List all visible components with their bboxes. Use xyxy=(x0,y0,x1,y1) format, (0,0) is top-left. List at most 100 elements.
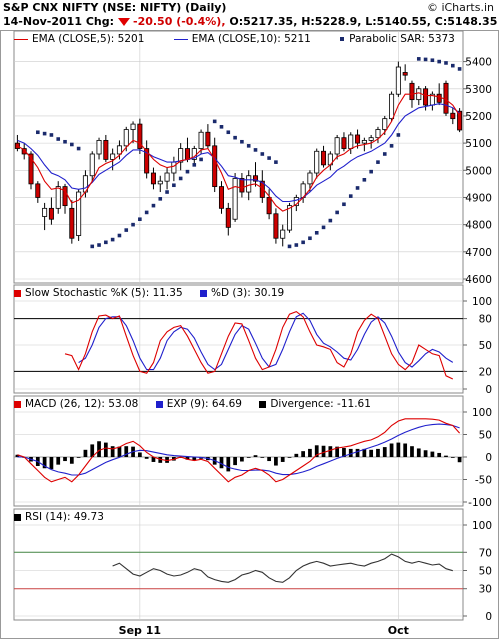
sar-dot xyxy=(104,240,108,245)
candle-body xyxy=(287,205,293,231)
macd-histogram-bar xyxy=(185,457,190,460)
candle-body xyxy=(116,145,122,155)
macd-histogram-bar xyxy=(226,457,231,472)
legend-exp: EXP (9): 64.69 xyxy=(155,398,242,410)
macd-histogram-bar xyxy=(151,457,156,462)
sar-dot xyxy=(444,61,448,65)
macd-histogram-bar xyxy=(423,450,428,457)
chart-title: S&P CNX NIFTY (NSE: NIFTY) (Daily) xyxy=(3,1,227,14)
sar-dot xyxy=(423,57,428,62)
panel-stoch xyxy=(13,284,464,394)
candle-body xyxy=(443,82,449,114)
macd-histogram-bar xyxy=(97,441,101,457)
macd-histogram-bar xyxy=(165,457,169,463)
quote-change: -20.50 (-0.4%), xyxy=(133,15,226,28)
macd-histogram-bar xyxy=(144,457,149,459)
candle-body xyxy=(273,213,279,239)
candle-body xyxy=(225,207,231,228)
candle-body xyxy=(55,186,61,209)
legend-ema5: EMA (CLOSE,5): 5201 xyxy=(14,33,144,45)
candle-body xyxy=(361,139,367,144)
ytick-label-rsi: 70 xyxy=(479,547,492,559)
macd-histogram-bar xyxy=(342,448,346,457)
sar-dot xyxy=(117,233,122,238)
macd-histogram-bar xyxy=(430,451,435,457)
legend-macd-label: MACD (26, 12): 53.08 xyxy=(25,398,139,410)
brand-watermark[interactable]: © iCharts.in xyxy=(426,1,494,14)
legend-sar-swatch xyxy=(340,37,345,41)
macd-histogram-bar xyxy=(457,457,462,463)
macd-histogram-bar xyxy=(137,452,142,457)
x-axis-label: Sep 11 xyxy=(119,624,161,637)
candle-body xyxy=(266,197,272,215)
candle-body xyxy=(89,153,95,177)
sar-dot xyxy=(219,125,224,129)
legend-k-label: Slow Stochastic %K (5): 11.35 xyxy=(25,287,183,299)
legend-exp-label: EXP (9): 64.69 xyxy=(166,398,242,410)
legend-sar-label: Parabolic SAR: 5373 xyxy=(349,33,455,45)
legend-ema10-label: EMA (CLOSE,10): 5211 xyxy=(191,33,311,45)
macd-histogram-bar xyxy=(15,454,20,457)
candle-body xyxy=(178,148,184,163)
sar-dot xyxy=(165,190,169,194)
ytick-label-stoch: 0 xyxy=(485,384,492,396)
legend-sar: Parabolic SAR: 5373 xyxy=(338,33,455,45)
sar-dot xyxy=(158,197,163,201)
sar-dot xyxy=(416,57,421,61)
legend-stoch-k: Slow Stochastic %K (5): 11.35 xyxy=(14,287,183,299)
macd-histogram-bar xyxy=(396,442,401,457)
sar-dot xyxy=(321,225,326,230)
sar-dot xyxy=(430,58,435,63)
macd-histogram-bar xyxy=(294,453,299,457)
rsi-line xyxy=(112,553,453,583)
macd-histogram-bar xyxy=(274,457,278,466)
candle-body xyxy=(246,175,252,193)
macd-histogram-bar xyxy=(233,457,237,466)
ytick-label-stoch: 80 xyxy=(479,314,492,326)
sar-dot xyxy=(42,131,47,136)
sar-dot xyxy=(355,186,360,190)
candle-body xyxy=(171,161,177,174)
legend-k-swatch xyxy=(14,289,21,297)
sar-dot xyxy=(144,210,149,215)
sar-dot xyxy=(382,152,387,156)
candle-body xyxy=(259,180,265,198)
sar-dot xyxy=(90,244,95,249)
candle-body xyxy=(232,178,238,220)
ytick-label-macd: -100 xyxy=(468,497,492,509)
sar-dot xyxy=(457,67,462,71)
stoch-d-line xyxy=(78,312,454,371)
macd-histogram-bar xyxy=(124,446,129,457)
candle-body xyxy=(355,134,361,144)
macd-histogram-bar xyxy=(348,448,353,457)
ytick-label-rsi: 0 xyxy=(485,611,492,623)
sar-dot xyxy=(185,169,190,174)
sar-dot xyxy=(97,243,101,247)
candle-body xyxy=(110,153,116,160)
macd-histogram-bar xyxy=(369,449,374,457)
quote-line: 14-Nov-2011 Chg: -20.50 (-0.4%), O:5217.3… xyxy=(3,15,497,29)
candle-body xyxy=(314,150,320,174)
sar-dot xyxy=(49,133,54,137)
macd-histogram-bar xyxy=(56,457,61,465)
sar-dot xyxy=(56,137,61,141)
sar-dot xyxy=(178,176,183,181)
sar-dot xyxy=(110,237,115,242)
legend-macd-line: MACD (26, 12): 53.08 xyxy=(14,398,138,410)
ytick-label-price: 5400 xyxy=(465,57,492,69)
candle-body xyxy=(157,180,163,185)
legend-div-label: Divergence: -11.61 xyxy=(270,398,371,410)
macd-histogram-bar xyxy=(158,457,163,463)
legend-ema10-swatch xyxy=(173,38,188,40)
sar-dot xyxy=(199,157,203,162)
ema5-line xyxy=(17,92,461,212)
sar-dot xyxy=(369,169,373,174)
macd-histogram-bar xyxy=(444,455,448,457)
candle-body xyxy=(252,175,259,182)
candle-body xyxy=(103,139,109,160)
candle-body xyxy=(395,66,401,95)
macd-histogram-bar xyxy=(240,457,244,462)
macd-histogram-bar xyxy=(416,448,421,457)
sar-dot xyxy=(212,119,217,124)
